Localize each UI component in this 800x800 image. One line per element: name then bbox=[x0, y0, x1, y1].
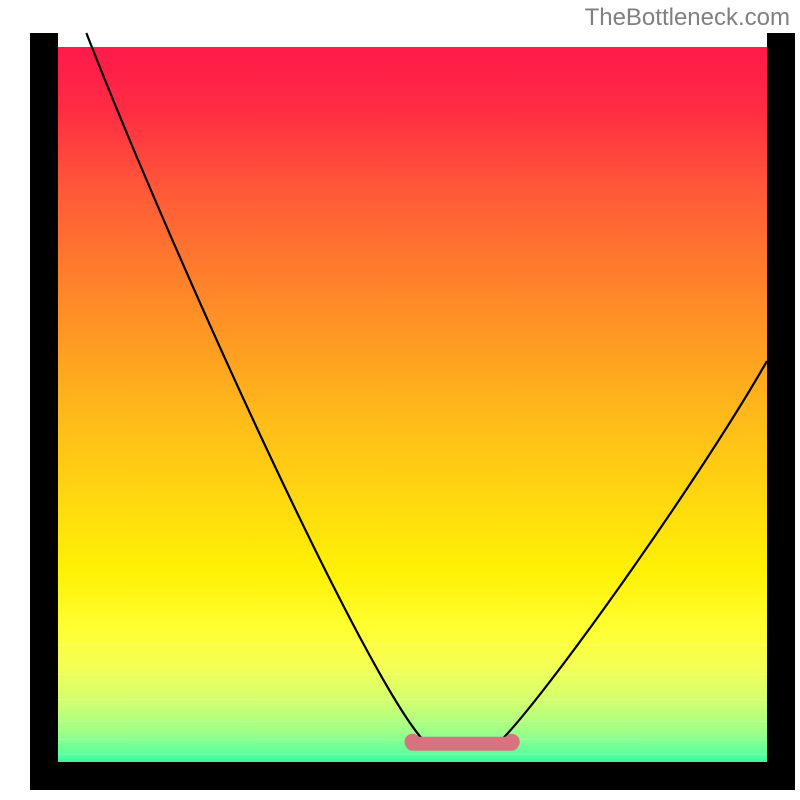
watermark-text: TheBottleneck.com bbox=[585, 4, 790, 32]
chart-container bbox=[0, 0, 800, 800]
bottleneck-chart-svg bbox=[0, 0, 800, 800]
optimal-range-start-dot bbox=[405, 734, 421, 750]
optimal-range-end-dot bbox=[504, 734, 520, 750]
chart-viewport: TheBottleneck.com bbox=[0, 0, 800, 800]
gradient-background bbox=[44, 47, 781, 776]
plot-border-right bbox=[767, 33, 795, 790]
plot-border-bottom bbox=[30, 762, 795, 790]
plot-border-left bbox=[30, 33, 58, 790]
